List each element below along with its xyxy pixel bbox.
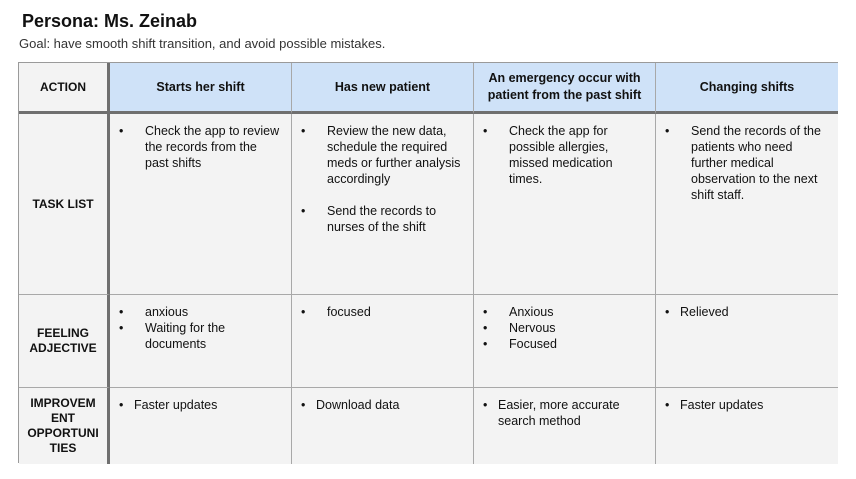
column-header-starts-shift: Starts her shift <box>110 63 292 114</box>
column-header-changing-shifts: Changing shifts <box>656 63 838 114</box>
improvement-cell-new-patient: Download data <box>292 388 474 464</box>
list-item: focused <box>300 304 465 320</box>
feeling-cell-new-patient: focused <box>292 295 474 388</box>
action-header: ACTION <box>19 63 110 114</box>
list-item: Faster updates <box>118 397 283 413</box>
row-label-task-list: TASK LIST <box>19 114 110 295</box>
feeling-cell-starts-shift: anxious Waiting for the documents <box>110 295 292 388</box>
task-cell-changing-shifts: Send the records of the patients who nee… <box>656 114 838 295</box>
list-item: Review the new data, schedule the requir… <box>300 123 465 187</box>
persona-goal: Goal: have smooth shift transition, and … <box>19 36 386 51</box>
list-item: Waiting for the documents <box>118 320 283 352</box>
list-item: anxious <box>118 304 283 320</box>
column-header-new-patient: Has new patient <box>292 63 474 114</box>
list-item: Download data <box>300 397 465 413</box>
feeling-cell-changing-shifts: Relieved <box>656 295 838 388</box>
task-cell-new-patient: Review the new data, schedule the requir… <box>292 114 474 295</box>
feeling-cell-emergency: Anxious Nervous Focused <box>474 295 656 388</box>
list-item: Faster updates <box>664 397 830 413</box>
list-item: Focused <box>482 336 647 352</box>
column-header-emergency: An emergency occur with patient from the… <box>474 63 656 114</box>
task-cell-starts-shift: Check the app to review the records from… <box>110 114 292 295</box>
list-item: Check the app to review the records from… <box>118 123 283 171</box>
list-item: Relieved <box>664 304 830 320</box>
journey-map-table: ACTION Starts her shift Has new patient … <box>18 62 838 464</box>
task-cell-emergency: Check the app for possible allergies, mi… <box>474 114 656 295</box>
list-item: Send the records to nurses of the shift <box>300 203 465 235</box>
page-title: Persona: Ms. Zeinab <box>22 11 198 31</box>
improvement-cell-emergency: Easier, more accurate search method <box>474 388 656 464</box>
row-label-feeling: FEELING ADJECTIVE <box>19 295 110 388</box>
list-item: Nervous <box>482 320 647 336</box>
list-item: Easier, more accurate search method <box>482 397 647 429</box>
improvement-cell-starts-shift: Faster updates <box>110 388 292 464</box>
list-item: Anxious <box>482 304 647 320</box>
row-label-improvement: IMPROVEM ENT OPPORTUNI TIES <box>19 388 110 464</box>
list-item: Send the records of the patients who nee… <box>664 123 830 203</box>
improvement-cell-changing-shifts: Faster updates <box>656 388 838 464</box>
list-item: Check the app for possible allergies, mi… <box>482 123 647 187</box>
